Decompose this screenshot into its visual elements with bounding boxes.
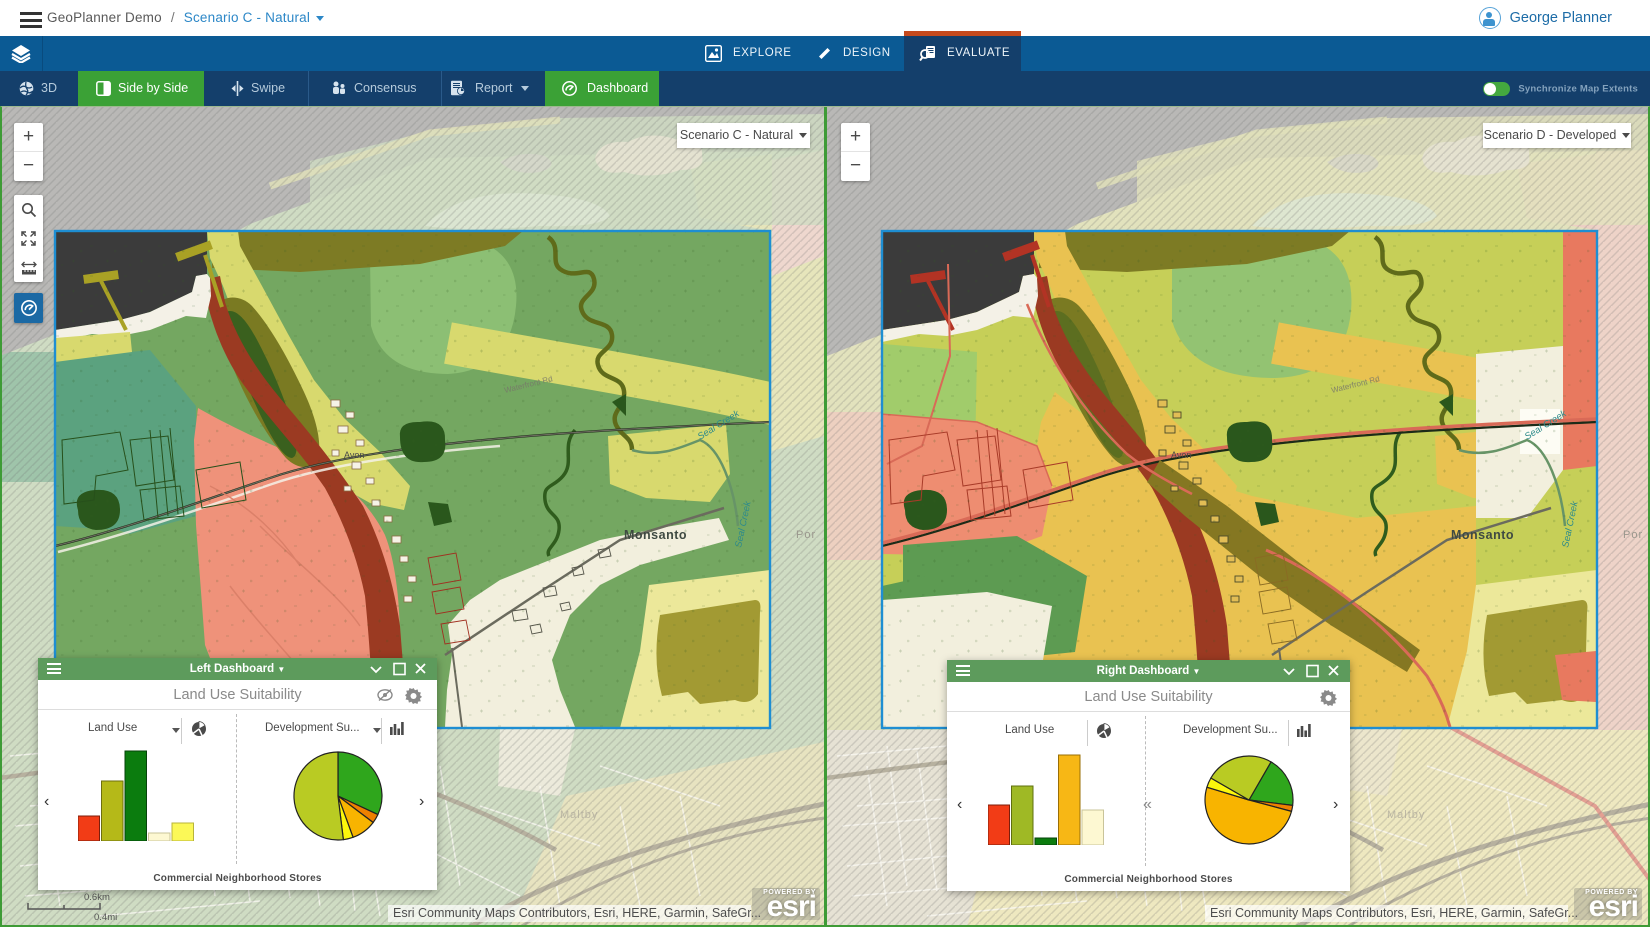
svg-text:Avon: Avon [344,450,364,460]
svg-text:Maltby: Maltby [1387,809,1425,821]
svg-text:0.4mi: 0.4mi [94,912,117,923]
svg-text:Maltby: Maltby [560,809,598,821]
svg-text:0.6km: 0.6km [84,892,110,903]
svg-text:Por: Por [1623,529,1643,541]
svg-text:Por: Por [796,529,816,541]
svg-text:Monsanto: Monsanto [1451,528,1514,542]
svg-text:Monsanto: Monsanto [624,528,687,542]
svg-text:Avon: Avon [1171,450,1191,460]
